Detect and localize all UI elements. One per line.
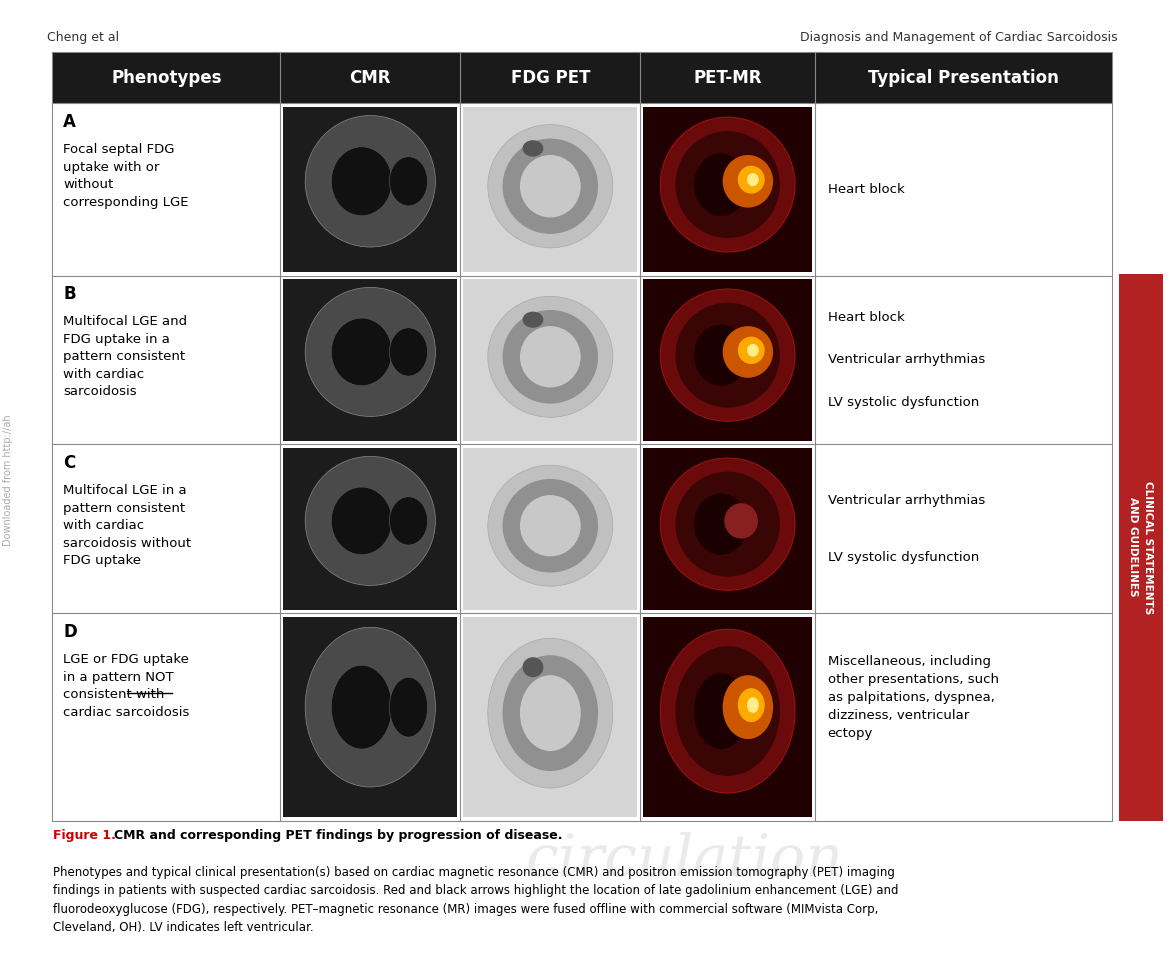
Text: Multifocal LGE in a
pattern consistent
with cardiac
sarcoidosis without
FDG upta: Multifocal LGE in a pattern consistent w… xyxy=(63,485,192,567)
Bar xyxy=(283,108,457,272)
Bar xyxy=(463,448,638,610)
Bar xyxy=(283,448,457,610)
Ellipse shape xyxy=(523,658,543,677)
Text: CLINICAL STATEMENTS
AND GUIDELINES: CLINICAL STATEMENTS AND GUIDELINES xyxy=(1128,481,1154,613)
Ellipse shape xyxy=(519,326,580,388)
Ellipse shape xyxy=(746,344,759,357)
Text: Focal septal FDG
uptake with or
without
corresponding LGE: Focal septal FDG uptake with or without … xyxy=(63,143,188,209)
Ellipse shape xyxy=(660,458,794,590)
Text: Ventricular arrhythmias: Ventricular arrhythmias xyxy=(827,494,985,507)
Ellipse shape xyxy=(488,297,613,418)
Ellipse shape xyxy=(305,627,435,787)
Bar xyxy=(53,444,1112,613)
Ellipse shape xyxy=(503,479,598,572)
Text: LV systolic dysfunction: LV systolic dysfunction xyxy=(827,551,979,564)
Bar xyxy=(644,108,812,272)
Ellipse shape xyxy=(723,155,773,207)
Ellipse shape xyxy=(738,688,765,722)
Ellipse shape xyxy=(675,646,780,776)
Ellipse shape xyxy=(738,337,765,364)
Ellipse shape xyxy=(488,125,613,248)
Text: LV systolic dysfunction: LV systolic dysfunction xyxy=(827,396,979,409)
Bar xyxy=(53,276,1112,444)
Text: Heart block: Heart block xyxy=(827,311,904,324)
Text: Figure 1.: Figure 1. xyxy=(53,829,119,842)
Text: Phenotypes and typical clinical presentation(s) based on cardiac magnetic resona: Phenotypes and typical clinical presenta… xyxy=(53,866,899,934)
Text: B: B xyxy=(63,285,76,302)
Ellipse shape xyxy=(488,466,613,587)
Bar xyxy=(644,448,812,610)
Ellipse shape xyxy=(660,289,794,421)
Ellipse shape xyxy=(746,173,759,186)
Text: Cheng et al: Cheng et al xyxy=(47,31,119,44)
Ellipse shape xyxy=(331,318,392,386)
Ellipse shape xyxy=(305,456,435,586)
Text: PET-MR: PET-MR xyxy=(694,69,762,87)
Ellipse shape xyxy=(694,493,748,555)
Ellipse shape xyxy=(738,166,765,194)
Ellipse shape xyxy=(390,327,427,376)
Bar xyxy=(53,104,1112,276)
Ellipse shape xyxy=(523,140,543,156)
Text: CMR and corresponding PET findings by progression of disease.: CMR and corresponding PET findings by pr… xyxy=(113,829,563,842)
Ellipse shape xyxy=(488,638,613,788)
Text: Heart block: Heart block xyxy=(827,183,904,196)
Ellipse shape xyxy=(519,155,580,218)
Text: Ventricular arrhythmias: Ventricular arrhythmias xyxy=(827,353,985,367)
Ellipse shape xyxy=(694,673,748,749)
Bar xyxy=(283,279,457,441)
Bar xyxy=(53,53,1112,104)
Ellipse shape xyxy=(305,287,435,417)
Ellipse shape xyxy=(694,154,748,216)
Text: Multifocal LGE and
FDG uptake in a
pattern consistent
with cardiac
sarcoidosis: Multifocal LGE and FDG uptake in a patte… xyxy=(63,316,187,398)
Text: Downloaded from http://ah: Downloaded from http://ah xyxy=(4,414,13,546)
Ellipse shape xyxy=(503,656,598,771)
Ellipse shape xyxy=(503,310,598,403)
Ellipse shape xyxy=(724,503,758,539)
Ellipse shape xyxy=(660,117,794,252)
Ellipse shape xyxy=(694,324,748,386)
Ellipse shape xyxy=(675,302,780,408)
Ellipse shape xyxy=(390,156,427,206)
Bar xyxy=(644,279,812,441)
Text: Phenotypes: Phenotypes xyxy=(111,69,222,87)
Ellipse shape xyxy=(675,471,780,577)
Ellipse shape xyxy=(660,629,794,793)
Ellipse shape xyxy=(331,487,392,555)
Ellipse shape xyxy=(390,677,427,737)
Ellipse shape xyxy=(331,665,392,749)
Text: circulation: circulation xyxy=(525,832,844,889)
Text: C: C xyxy=(63,454,76,471)
Ellipse shape xyxy=(723,675,773,739)
Text: Miscellaneous, including
other presentations, such
as palpitations, dyspnea,
diz: Miscellaneous, including other presentat… xyxy=(827,656,999,740)
Text: Diagnosis and Management of Cardiac Sarcoidosis: Diagnosis and Management of Cardiac Sarc… xyxy=(800,31,1117,44)
Ellipse shape xyxy=(523,312,543,327)
Ellipse shape xyxy=(390,496,427,545)
Bar xyxy=(53,613,1112,821)
Ellipse shape xyxy=(331,147,392,216)
Bar xyxy=(644,617,812,817)
Text: D: D xyxy=(63,623,77,640)
Bar xyxy=(283,617,457,817)
Text: CMR: CMR xyxy=(350,69,391,87)
Ellipse shape xyxy=(723,326,773,377)
Ellipse shape xyxy=(519,675,580,751)
Ellipse shape xyxy=(305,115,435,247)
Ellipse shape xyxy=(519,495,580,557)
Bar xyxy=(463,108,638,272)
Text: LGE or FDG uptake
in a pattern NOT
consistent with
cardiac sarcoidosis: LGE or FDG uptake in a pattern NOT consi… xyxy=(63,654,190,719)
Text: FDG PET: FDG PET xyxy=(510,69,590,87)
Bar xyxy=(463,279,638,441)
Bar xyxy=(463,617,638,817)
Ellipse shape xyxy=(503,138,598,234)
Ellipse shape xyxy=(675,132,780,238)
Ellipse shape xyxy=(746,697,759,713)
Text: Typical Presentation: Typical Presentation xyxy=(868,69,1059,87)
Text: A: A xyxy=(63,112,76,131)
